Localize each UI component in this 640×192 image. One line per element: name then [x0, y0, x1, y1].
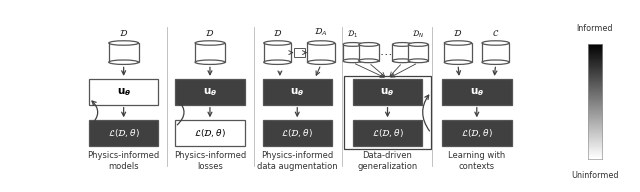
- Ellipse shape: [264, 60, 291, 65]
- Bar: [307, 43, 335, 62]
- Bar: [444, 43, 472, 62]
- Bar: [353, 79, 422, 105]
- Ellipse shape: [482, 60, 509, 65]
- Text: $\mathcal{L}(\mathcal{D}, \theta)$: $\mathcal{L}(\mathcal{D}, \theta)$: [461, 127, 493, 139]
- Text: Informed: Informed: [576, 24, 613, 33]
- Ellipse shape: [392, 43, 412, 46]
- Bar: [264, 43, 291, 62]
- Ellipse shape: [408, 59, 428, 63]
- Ellipse shape: [392, 59, 412, 63]
- Text: $\mathcal{L}(\mathcal{D}, \theta)$: $\mathcal{L}(\mathcal{D}, \theta)$: [282, 127, 313, 139]
- Bar: [392, 44, 412, 61]
- Text: Physics-informed
data augmentation: Physics-informed data augmentation: [257, 151, 337, 171]
- Ellipse shape: [195, 60, 225, 65]
- Ellipse shape: [307, 41, 335, 45]
- Ellipse shape: [359, 59, 379, 63]
- Ellipse shape: [307, 60, 335, 65]
- Bar: [344, 76, 431, 149]
- Ellipse shape: [343, 59, 363, 63]
- Text: $\mathbf{u}_{\boldsymbol{\theta}}$: $\mathbf{u}_{\boldsymbol{\theta}}$: [470, 86, 484, 98]
- Text: $\mathcal{L}(\mathcal{D}, \theta)$: $\mathcal{L}(\mathcal{D}, \theta)$: [372, 127, 403, 139]
- Bar: [408, 44, 428, 61]
- Text: Data-driven
generalization: Data-driven generalization: [357, 151, 418, 171]
- Text: $\mathcal{D}_1$: $\mathcal{D}_1$: [348, 28, 358, 40]
- Text: $\mathcal{D}$: $\mathcal{D}$: [119, 28, 128, 38]
- Text: $\mathcal{D}$: $\mathcal{D}$: [273, 28, 282, 38]
- Bar: [482, 43, 509, 62]
- Ellipse shape: [109, 41, 138, 45]
- Ellipse shape: [195, 41, 225, 45]
- Bar: [294, 48, 305, 57]
- Text: $\ldots$: $\ldots$: [379, 45, 392, 58]
- Text: $\mathcal{L}(\mathcal{D}, \theta)$: $\mathcal{L}(\mathcal{D}, \theta)$: [194, 127, 226, 139]
- Text: $\mathcal{D}$: $\mathcal{D}$: [205, 28, 214, 38]
- Bar: [109, 43, 138, 62]
- Text: $\mathcal{C}$: $\mathcal{C}$: [492, 28, 499, 38]
- Text: $\mathbf{u}_{\boldsymbol{\theta}}$: $\mathbf{u}_{\boldsymbol{\theta}}$: [203, 86, 217, 98]
- Bar: [89, 79, 158, 105]
- Text: $\mathbf{u}_{\boldsymbol{\theta}}$: $\mathbf{u}_{\boldsymbol{\theta}}$: [380, 86, 395, 98]
- Ellipse shape: [264, 41, 291, 45]
- Ellipse shape: [444, 41, 472, 45]
- Text: Physics-informed
losses: Physics-informed losses: [174, 151, 246, 171]
- Bar: [262, 79, 332, 105]
- Text: Physics-informed
models: Physics-informed models: [88, 151, 160, 171]
- Ellipse shape: [482, 41, 509, 45]
- Bar: [195, 43, 225, 62]
- Text: $\mathcal{D}_N$: $\mathcal{D}_N$: [412, 28, 424, 40]
- Bar: [359, 44, 379, 61]
- Bar: [343, 44, 363, 61]
- Bar: [262, 120, 332, 146]
- Text: Uninformed: Uninformed: [571, 171, 618, 180]
- Text: $\mathcal{D}$: $\mathcal{D}$: [453, 28, 463, 38]
- Text: Learning with
contexts: Learning with contexts: [448, 151, 506, 171]
- Bar: [175, 120, 244, 146]
- Text: $\mathbf{u}_{\boldsymbol{\theta}}$: $\mathbf{u}_{\boldsymbol{\theta}}$: [116, 86, 131, 98]
- Text: $\mathbf{u}_{\boldsymbol{\theta}}$: $\mathbf{u}_{\boldsymbol{\theta}}$: [290, 86, 305, 98]
- Ellipse shape: [444, 60, 472, 65]
- Bar: [442, 79, 511, 105]
- Bar: [175, 79, 244, 105]
- Bar: [89, 120, 158, 146]
- Ellipse shape: [359, 43, 379, 46]
- Bar: [353, 120, 422, 146]
- Ellipse shape: [408, 43, 428, 46]
- Ellipse shape: [109, 60, 138, 65]
- Ellipse shape: [343, 43, 363, 46]
- Text: $\mathcal{L}(\mathcal{D}, \theta)$: $\mathcal{L}(\mathcal{D}, \theta)$: [108, 127, 140, 139]
- Text: $\mathcal{D}_A$: $\mathcal{D}_A$: [314, 27, 328, 38]
- Bar: [442, 120, 511, 146]
